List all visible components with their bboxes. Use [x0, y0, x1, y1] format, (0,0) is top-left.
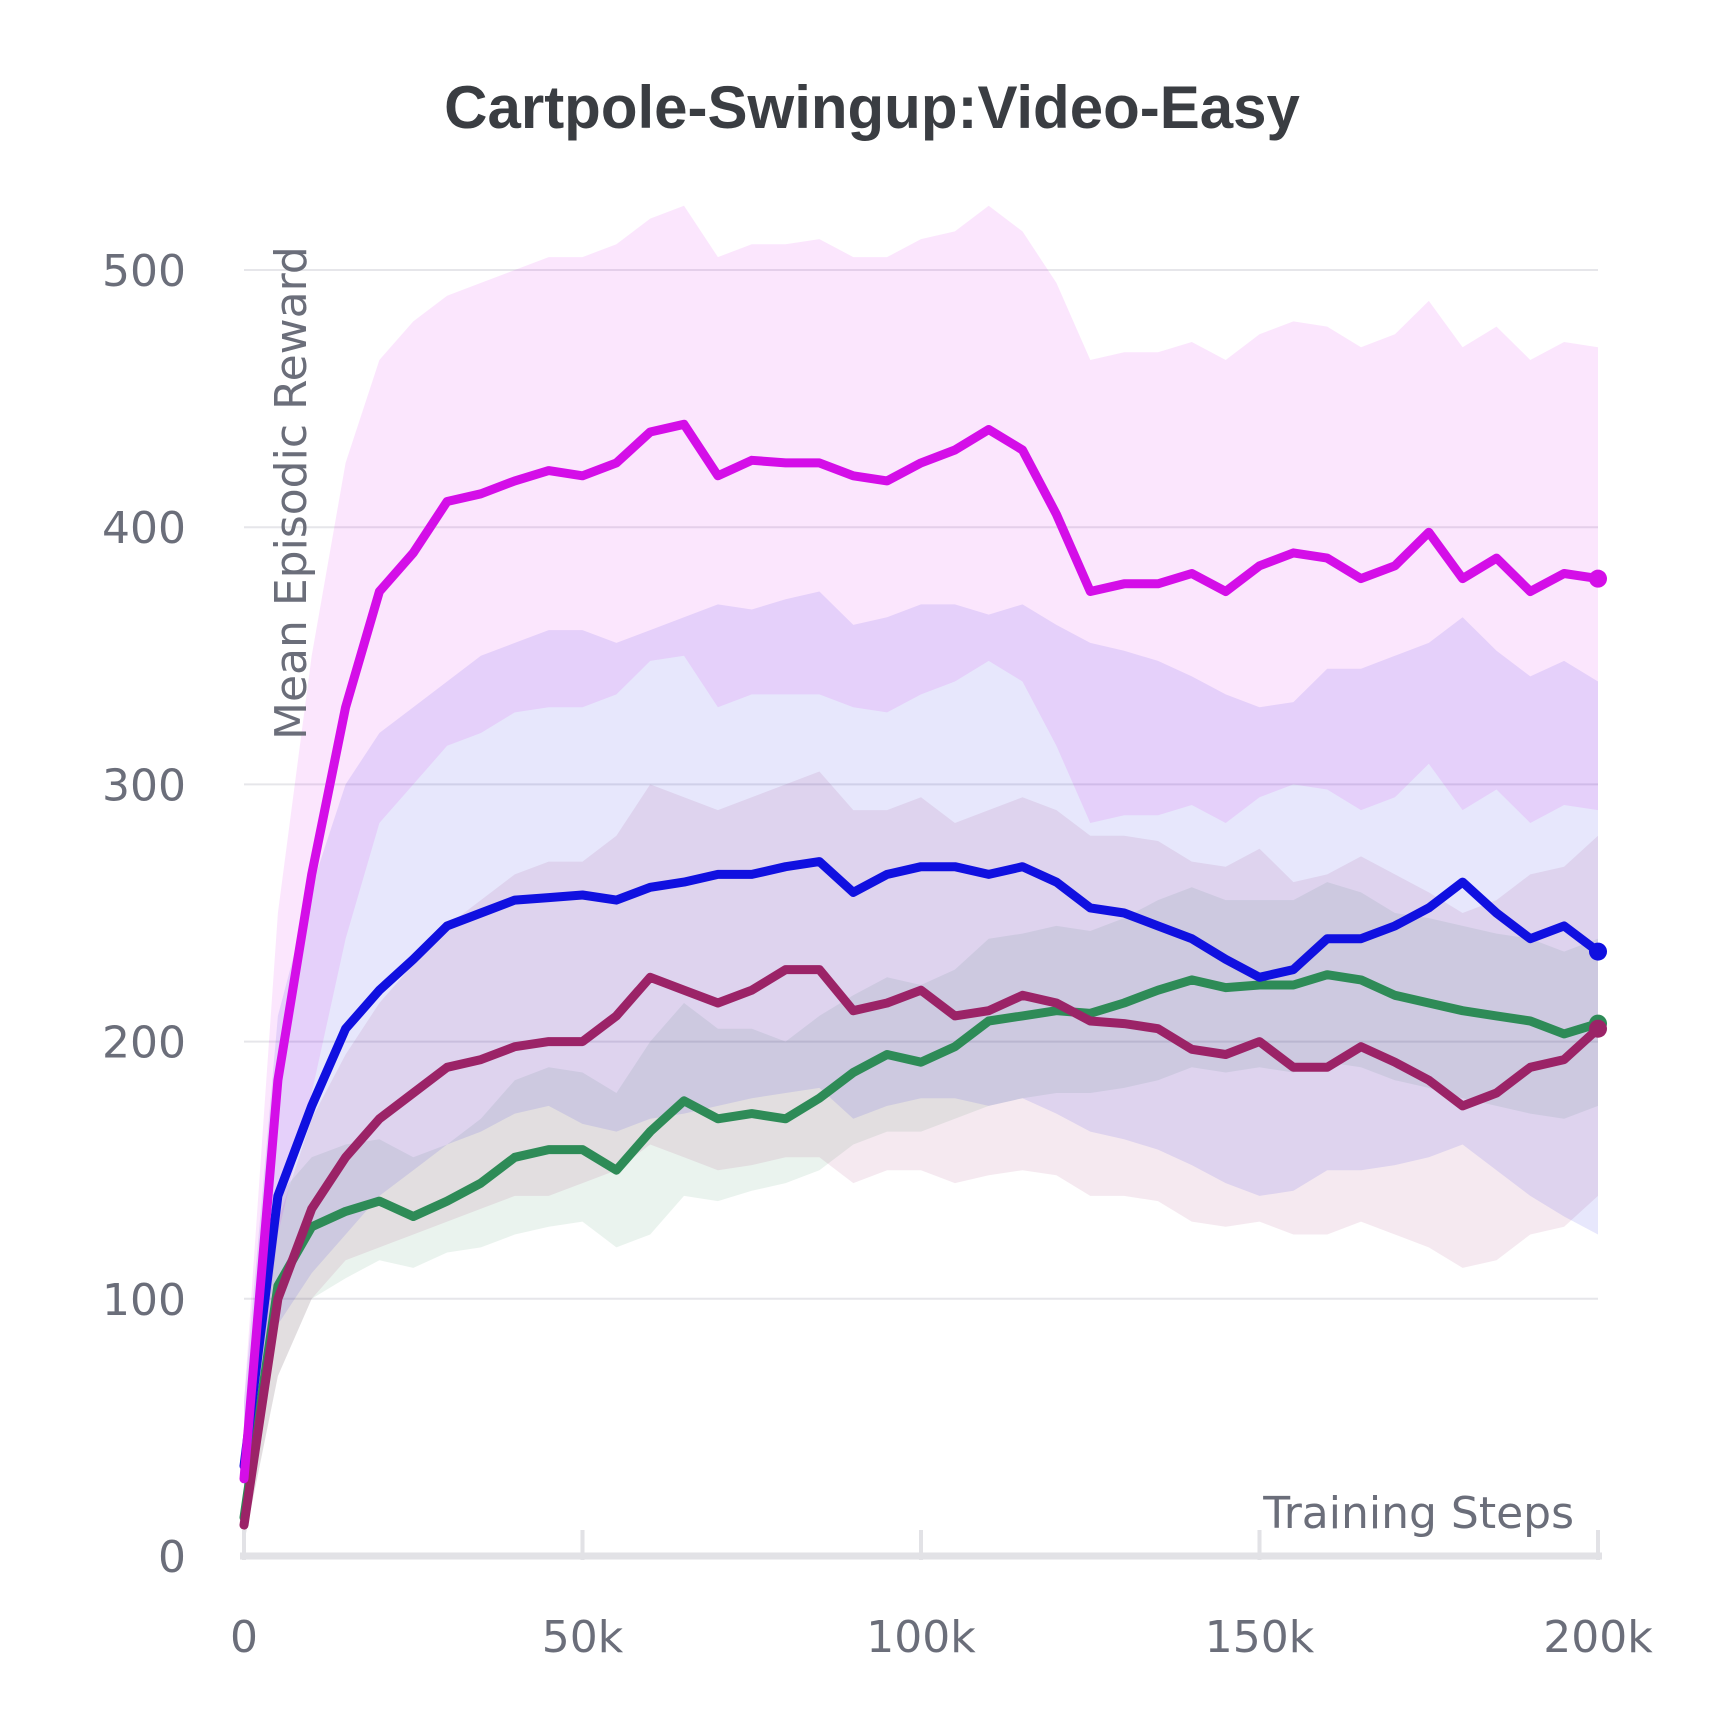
series-band-2: [244, 771, 1598, 1544]
x-tick-label: 150k: [1205, 1612, 1315, 1663]
series-band-4: [244, 205, 1598, 1531]
series-end-point-4: [1589, 569, 1607, 588]
series-line-1: [239, 970, 1603, 1522]
x-tick-label: 200k: [1543, 1612, 1653, 1663]
y-tick-label: 100: [102, 1275, 186, 1326]
x-tick-label: 0: [230, 1612, 258, 1663]
x-axis-label: Training Steps: [1262, 1488, 1574, 1539]
x-tick-label: 100k: [866, 1612, 976, 1663]
series-band-1: [244, 882, 1598, 1544]
y-tick-label: 0: [158, 1532, 186, 1583]
x-axis: [240, 1530, 1602, 1560]
series-lines: [239, 419, 1607, 1530]
chart-title: Cartpole-Swingup:Video-Easy: [444, 74, 1300, 141]
y-axis-label: Mean Episodic Reward: [266, 246, 317, 740]
series-line-3: [239, 857, 1603, 1471]
series-end-point-3: [1589, 942, 1607, 961]
series-line-2: [239, 965, 1603, 1530]
grid: [244, 269, 1598, 1300]
y-tick-label: 500: [102, 246, 186, 297]
y-tick-label: 400: [102, 503, 186, 554]
y-tick-label: 300: [102, 760, 186, 811]
series-end-point-2: [1589, 1019, 1607, 1038]
tick-labels: 0 100 200 300 400 500 0 50k 100k 150k 200k: [102, 246, 1653, 1663]
series-line-4: [239, 419, 1603, 1484]
confidence-bands: [244, 205, 1598, 1544]
x-tick-label: 50k: [542, 1612, 624, 1663]
y-tick-label: 200: [102, 1018, 186, 1069]
series-band-3: [244, 591, 1598, 1518]
